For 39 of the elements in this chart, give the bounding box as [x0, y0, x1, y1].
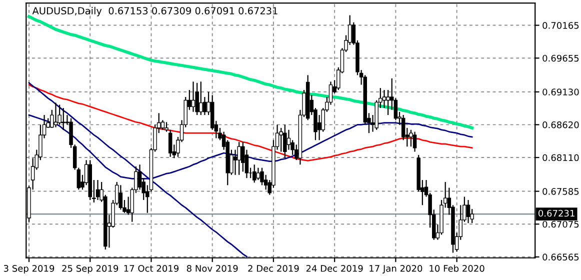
candlestick: [260, 167, 264, 186]
y-tick-label: 0.69655: [542, 54, 579, 62]
candlestick: [233, 149, 238, 176]
candlestick: [164, 122, 168, 132]
candlestick: [168, 129, 172, 158]
candlestick: [252, 164, 256, 184]
candlestick: [409, 129, 413, 148]
line-series: [28, 84, 473, 162]
candlestick: [237, 142, 241, 176]
candlestick: [256, 167, 260, 181]
candlestick: [118, 184, 123, 210]
y-tick-label: 0.67585: [542, 188, 579, 195]
x-tick-label: 3 Sep 2019: [4, 264, 54, 274]
candlestick: [466, 199, 470, 224]
candlestick: [199, 81, 203, 116]
candlestick: [195, 82, 199, 116]
x-tick-label: 24 Dec 2019: [306, 264, 363, 272]
chart-title: AUDUSD,Daily 0.67153 0.67309 0.67091 0.67231: [32, 6, 278, 16]
candlestick: [191, 81, 196, 112]
x-tick-label: 25 Sep 2019: [62, 264, 118, 274]
candlestick: [382, 89, 386, 109]
x-tick-label: 17 Jan 2020: [370, 264, 422, 274]
candlestick: [283, 124, 287, 159]
y-tick-label: 0.68110: [542, 154, 579, 162]
x-tick-label: 17 Oct 2019: [124, 264, 179, 272]
x-tick-label: 2 Dec 2019: [248, 264, 299, 272]
y-tick-label: 0.69130: [542, 88, 579, 96]
x-tick-label: 10 Feb 2020: [430, 264, 484, 272]
candlestick: [96, 179, 100, 201]
candlestick: [412, 131, 417, 152]
candlestick: [386, 89, 390, 116]
ref-line-label: 0.67231: [538, 210, 574, 217]
y-tick-label: 0.67075: [542, 220, 579, 228]
candlestick: [76, 167, 81, 190]
y-tick-label: 0.70165: [542, 22, 579, 29]
y-tick-label: 0.66565: [542, 254, 579, 260]
y-tick-label: 0.68620: [542, 121, 579, 128]
line-series: [27, 15, 474, 130]
x-tick-label: 8 Nov 2019: [186, 264, 238, 272]
